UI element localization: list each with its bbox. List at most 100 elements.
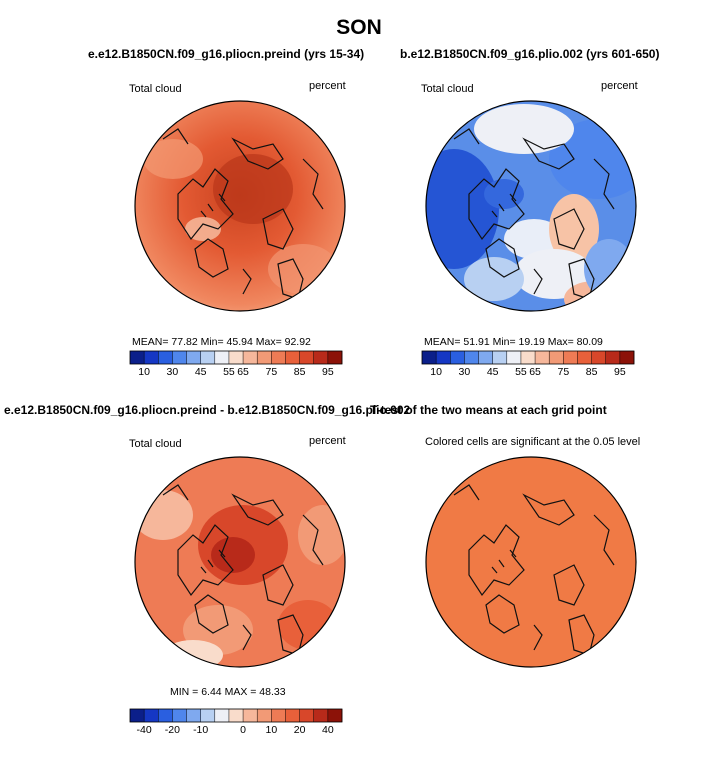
colorbar-swatch	[520, 351, 536, 364]
map-boundary	[425, 456, 637, 668]
colorbar-tick-label: 75	[265, 366, 277, 378]
colorbar-swatch	[577, 351, 592, 364]
panel-title-top-right: b.e12.B1850CN.f09_g16.plio.002 (yrs 601-…	[400, 47, 660, 61]
colorbar-tick-label: 55	[515, 366, 527, 378]
cloud-max-region	[213, 154, 293, 224]
colorbar-swatch	[158, 709, 173, 722]
colorbar-top-right: 10 30 45 55 65 75 85 95	[421, 350, 635, 378]
colorbar-swatch	[327, 351, 343, 364]
colorbar-tick-label: 85	[294, 366, 306, 378]
panel-left-label-bottom-left: Total cloud	[129, 438, 182, 450]
colorbar-swatch	[257, 351, 272, 364]
colorbar-swatch	[130, 709, 145, 722]
polar-map-top-right	[425, 100, 637, 312]
colorbar-frame	[129, 708, 343, 723]
map-boundary	[425, 100, 637, 312]
colorbar-swatch	[478, 351, 493, 364]
map-boundary	[134, 100, 346, 312]
colorbar-swatch	[464, 351, 479, 364]
colorbar-swatch	[228, 351, 244, 364]
colorbar-tick-label: 10	[265, 724, 277, 736]
colorbar-swatch	[591, 351, 607, 364]
panel-units-top-right: percent	[601, 80, 638, 92]
colorbar-swatch	[436, 351, 451, 364]
figure-title: SON	[336, 16, 382, 39]
colorbar-swatch	[172, 709, 187, 722]
colorbar-tick-label: 45	[487, 366, 499, 378]
colorbar-swatch	[186, 709, 201, 722]
colorbar-swatch	[214, 351, 230, 364]
colorbar-swatch	[172, 351, 187, 364]
colorbar-swatch	[313, 709, 329, 722]
colorbar-swatch	[605, 351, 621, 364]
map-boundary	[134, 456, 346, 668]
colorbar-swatch	[450, 351, 465, 364]
panel-title-top-left: e.e12.B1850CN.f09_g16.pliocn.preind (yrs…	[88, 47, 365, 61]
colorbar-swatch	[299, 709, 315, 722]
colorbar-tick-label: 95	[614, 366, 626, 378]
colorbar-tick-label: -10	[193, 724, 208, 736]
colorbar-swatch	[144, 709, 159, 722]
colorbar-tick-label: 20	[294, 724, 306, 736]
colorbar-swatch	[285, 351, 300, 364]
colorbar-swatch	[535, 351, 550, 364]
colorbar-tick-label: 45	[195, 366, 207, 378]
colorbar-swatch	[299, 351, 315, 364]
colorbar-frame	[129, 350, 343, 365]
colorbar-swatch	[492, 351, 508, 364]
colorbar-tick-label: -40	[137, 724, 152, 736]
colorbar-tick-label: 75	[557, 366, 569, 378]
colorbar-tick-label: 85	[586, 366, 598, 378]
polar-map-bottom-right	[425, 456, 637, 668]
colorbar-tick-label: 65	[529, 366, 541, 378]
colorbar-swatch	[200, 351, 216, 364]
colorbar-swatch	[144, 351, 159, 364]
colorbar-tick-label: 95	[322, 366, 334, 378]
panel-title-bottom-left: e.e12.B1850CN.f09_g16.pliocn.preind - b.…	[4, 403, 411, 417]
colorbar-swatch	[228, 709, 244, 722]
colorbar-swatch	[327, 709, 343, 722]
polar-map-bottom-left	[134, 456, 346, 668]
colorbar-swatch	[313, 351, 329, 364]
panel-units-bottom-left: percent	[309, 435, 346, 447]
colorbar-swatch	[243, 351, 258, 364]
stats-top-right: MEAN= 51.91 Min= 19.19 Max= 80.09	[424, 336, 603, 348]
colorbar-swatch	[549, 351, 564, 364]
colorbar-swatch	[200, 709, 216, 722]
colorbar-tick-label: 40	[322, 724, 334, 736]
stats-top-left: MEAN= 77.82 Min= 45.94 Max= 92.92	[132, 336, 311, 348]
coastlines	[162, 484, 324, 656]
colorbar-swatch	[422, 351, 437, 364]
colorbar-swatch	[285, 709, 300, 722]
stats-bottom-left: MIN = 6.44 MAX = 48.33	[170, 686, 286, 698]
colorbar-tick-label: -20	[165, 724, 180, 736]
panel-title-bottom-right: T-test of the two means at each grid poi…	[370, 403, 607, 417]
colorbar-swatch	[214, 709, 230, 722]
colorbar-swatch	[506, 351, 522, 364]
colorbar-swatch	[271, 709, 286, 722]
panel-subtitle-bottom-right: Colored cells are significant at the 0.0…	[425, 436, 641, 448]
panel-left-label-top-left: Total cloud	[129, 83, 182, 95]
colorbar-tick-label: 55	[223, 366, 235, 378]
panel-left-label-top-right: Total cloud	[421, 83, 474, 95]
colorbar-tick-label: 10	[430, 366, 442, 378]
colorbar-swatch	[271, 351, 286, 364]
panel-units-top-left: percent	[309, 80, 346, 92]
colorbar-swatch	[186, 351, 201, 364]
coastlines	[453, 484, 615, 656]
diff-min-region	[163, 640, 223, 667]
cloud-min-region	[426, 149, 499, 269]
colorbar-swatch	[257, 709, 272, 722]
colorbar-swatch	[243, 709, 258, 722]
colorbar-tick-label: 30	[459, 366, 471, 378]
colorbar-bottom-left: -40 -20 -10 0 10 20 40	[129, 708, 343, 736]
colorbar-swatch	[158, 351, 173, 364]
colorbar-swatch	[619, 351, 635, 364]
coastlines	[453, 128, 615, 300]
coastlines	[162, 128, 324, 300]
colorbar-top-left: 10 30 45 55 65 75 85 95	[129, 350, 343, 378]
polar-map-top-left	[134, 100, 346, 312]
colorbar-tick-label: 30	[167, 366, 179, 378]
significance-fill	[426, 457, 636, 667]
colorbar-frame	[421, 350, 635, 365]
